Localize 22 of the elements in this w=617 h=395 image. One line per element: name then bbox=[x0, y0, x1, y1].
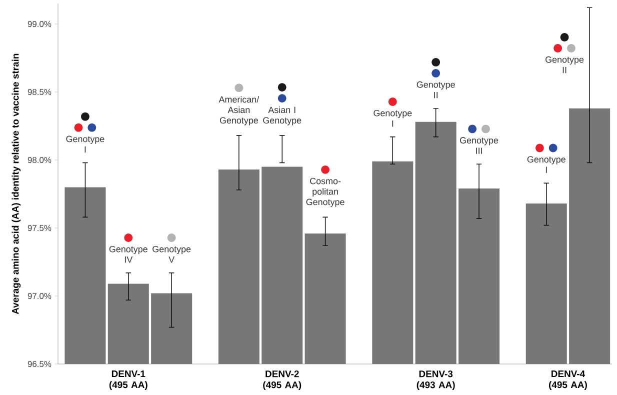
annotation: Genotype III bbox=[460, 137, 498, 154]
annotation: Genotype I bbox=[527, 156, 566, 173]
x-tick-label: DENV-2 (495 AA) bbox=[263, 370, 302, 390]
annotation: Cosmo-politan Genotype bbox=[306, 178, 344, 207]
annotation: Genotype II bbox=[546, 56, 584, 74]
annotation: Genotype I bbox=[66, 136, 104, 153]
annotation: Asian I Genotype bbox=[263, 106, 302, 126]
annotation: Genotype I bbox=[374, 110, 412, 127]
y-tick-label: 97.0% bbox=[28, 293, 52, 299]
y-axis-title: Average amino acid (AA) identity relative to vaccine strain bbox=[12, 54, 21, 314]
y-tick-label: 98.0% bbox=[28, 157, 52, 163]
y-tick-label: 97.5% bbox=[28, 225, 52, 231]
y-tick-label: 98.5% bbox=[28, 89, 52, 95]
y-tick-label: 96.5% bbox=[28, 361, 52, 367]
annotation: Genotype IV bbox=[109, 246, 148, 263]
x-tick-label: DENV-3 (493 AA) bbox=[416, 370, 455, 390]
x-tick-label: DENV-1 (495 AA) bbox=[109, 370, 148, 390]
x-tick-label: DENV-4 (495 AA) bbox=[548, 370, 587, 390]
annotation: American/ Asian Genotype bbox=[218, 96, 260, 126]
annotation: Genotype II bbox=[416, 81, 455, 98]
annotation: Genotype V bbox=[152, 246, 191, 263]
y-tick-label: 99.0% bbox=[28, 21, 52, 27]
